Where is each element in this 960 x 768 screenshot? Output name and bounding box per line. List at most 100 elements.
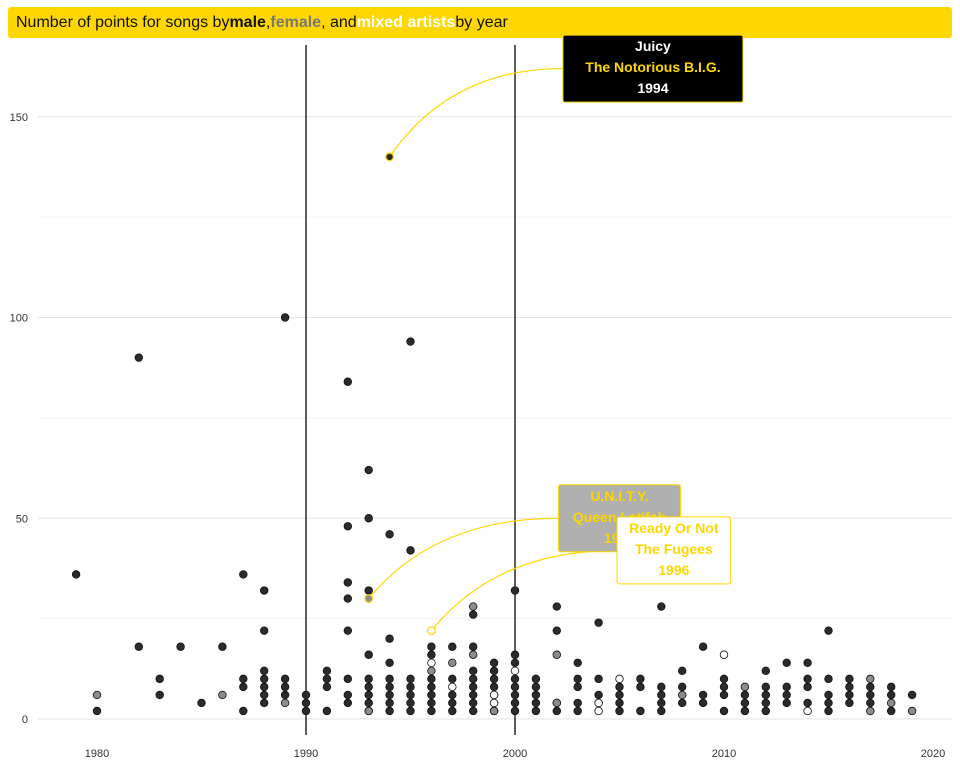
- data-point-male: [448, 690, 457, 700]
- data-point-male: [824, 690, 833, 700]
- data-point-female: [280, 698, 290, 708]
- data-point-male: [531, 706, 541, 716]
- data-point-male: [280, 682, 290, 692]
- data-point-male: [845, 682, 854, 692]
- data-point-male: [427, 698, 436, 708]
- reference-lines: [305, 45, 516, 735]
- data-point-male: [636, 706, 645, 716]
- data-point-male: [866, 698, 875, 708]
- data-point-female: [489, 706, 499, 716]
- data-point-male: [803, 658, 812, 667]
- data-point-male: [782, 658, 791, 667]
- data-point-female: [866, 706, 875, 716]
- data-point-male: [845, 690, 854, 700]
- annotation-text-mixed: 1996: [658, 562, 689, 578]
- data-point-male: [615, 690, 624, 700]
- data-point-male: [385, 698, 394, 708]
- data-point-male: [322, 666, 332, 676]
- data-point-female: [678, 690, 687, 700]
- data-point-male: [260, 690, 269, 700]
- data-point-male: [531, 682, 541, 692]
- data-point-male: [866, 682, 875, 692]
- data-point-male: [531, 674, 541, 684]
- data-point-male: [134, 642, 143, 651]
- data-point-male: [343, 522, 352, 531]
- data-point-male: [719, 682, 729, 692]
- data-point-male: [657, 602, 666, 611]
- data-point-male: [239, 682, 248, 692]
- data-point-mixed: [510, 666, 520, 676]
- y-tick-label: 50: [16, 513, 28, 525]
- data-point-male: [510, 658, 520, 667]
- data-point-female: [907, 706, 917, 716]
- data-point-male: [427, 690, 436, 700]
- data-point-male: [469, 666, 478, 676]
- axis-labels: 0 50 100 150 1980 1990 2000 2010 2020: [10, 112, 946, 760]
- data-point-male: [615, 698, 624, 708]
- data-point-male: [824, 706, 833, 716]
- data-point-male: [657, 690, 666, 700]
- data-point-male: [761, 666, 770, 676]
- y-tick-label: 150: [10, 112, 28, 124]
- connector-male: [389, 67, 563, 158]
- data-point-female: [552, 650, 561, 659]
- data-point-male: [343, 578, 352, 587]
- data-point-female: [92, 690, 102, 700]
- highlight-point-female: [364, 594, 374, 603]
- data-point-male: [364, 586, 373, 595]
- data-point-male: [343, 594, 352, 603]
- data-point-male: [280, 690, 290, 700]
- data-point-male: [761, 690, 770, 700]
- data-point-male: [636, 682, 645, 692]
- data-point-male: [364, 650, 373, 659]
- data-point-male: [406, 690, 415, 700]
- data-point-male: [301, 690, 311, 700]
- data-point-female: [866, 674, 875, 684]
- x-tick-label: 1980: [85, 748, 109, 760]
- data-point-male: [657, 698, 666, 708]
- data-point-female: [364, 706, 373, 716]
- data-point-female: [218, 690, 227, 700]
- data-point-male: [260, 626, 269, 635]
- data-point-male: [552, 602, 561, 611]
- data-point-male: [887, 690, 896, 700]
- data-point-male: [803, 698, 812, 708]
- data-point-male: [698, 642, 708, 651]
- data-point-male: [489, 682, 499, 692]
- data-point-male: [469, 674, 478, 684]
- data-point-male: [782, 690, 791, 700]
- data-point-male: [510, 674, 520, 684]
- data-point-male: [71, 570, 81, 579]
- title-sep2: , and: [321, 13, 357, 31]
- data-point-male: [364, 674, 373, 684]
- data-point-male: [594, 690, 603, 700]
- data-point-male: [510, 706, 520, 716]
- data-point-male: [364, 682, 373, 692]
- data-point-male: [385, 658, 394, 667]
- data-point-female: [887, 698, 896, 708]
- data-point-male: [322, 706, 332, 716]
- data-point-male: [573, 658, 582, 667]
- data-point-male: [364, 465, 373, 475]
- data-point-male: [469, 698, 478, 708]
- data-point-male: [678, 682, 687, 692]
- data-point-female: [448, 658, 457, 667]
- data-point-male: [510, 690, 520, 700]
- data-point-male: [510, 698, 520, 708]
- data-point-male: [260, 698, 269, 708]
- grid-layer: [38, 116, 952, 720]
- data-point-female: [469, 602, 478, 611]
- title-male: male: [229, 13, 266, 31]
- data-point-male: [615, 682, 624, 692]
- data-point-male: [155, 690, 164, 700]
- data-point-male: [427, 674, 436, 684]
- data-point-male: [866, 690, 875, 700]
- data-point-male: [740, 698, 750, 708]
- y-tick-label: 100: [10, 313, 28, 325]
- data-point-female: [469, 650, 478, 659]
- data-point-male: [469, 610, 478, 619]
- data-point-male: [406, 674, 415, 684]
- highlight-point-mixed: [427, 626, 436, 636]
